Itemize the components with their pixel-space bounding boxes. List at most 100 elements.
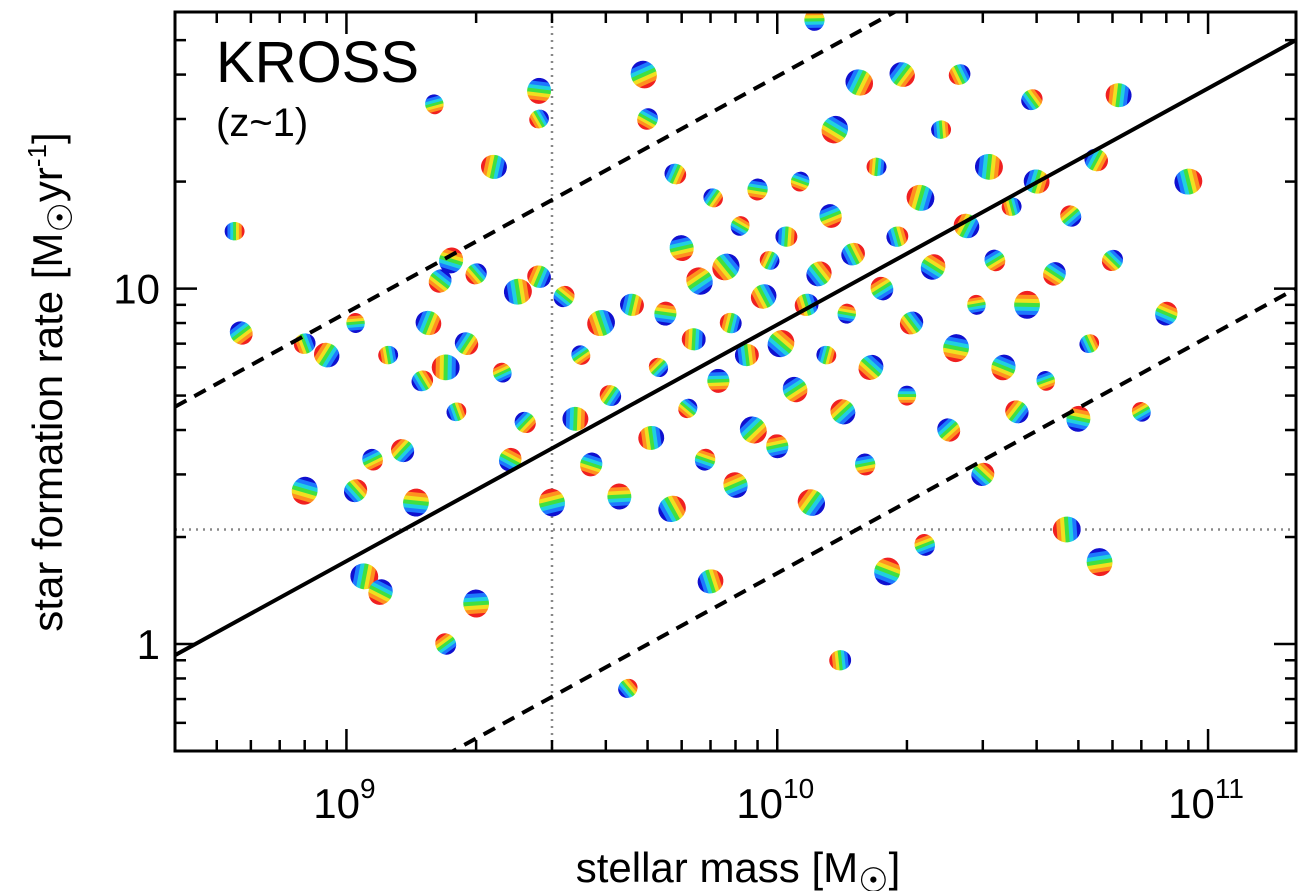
data-point: [980, 245, 1010, 276]
x-tick-label: 109: [313, 773, 375, 827]
x-tick-label: 1010: [736, 773, 814, 827]
data-point: [691, 446, 719, 474]
data-point: [339, 474, 372, 507]
data-point: [1055, 201, 1086, 231]
data-point: [681, 262, 719, 300]
data-point: [756, 247, 783, 273]
y-tick-label: 1: [137, 621, 160, 668]
data-point: [667, 232, 697, 264]
data-point: [510, 407, 541, 438]
data-point: [422, 92, 446, 117]
data-point: [525, 106, 553, 132]
upper-bound-line: [175, 12, 899, 409]
data-point: [606, 482, 632, 511]
chart-subtitle: (z~1): [216, 101, 308, 145]
data-point: [1097, 245, 1128, 276]
reference-lines: [175, 12, 1296, 751]
data-point: [835, 302, 858, 326]
data-point: [903, 181, 938, 215]
data-point: [443, 399, 469, 424]
data-point: [865, 156, 888, 177]
x-axis-label: stellar mass [M☉]: [576, 844, 901, 891]
axis-ticks: [173, 10, 1296, 753]
data-point: [1128, 398, 1155, 426]
data-point: [916, 249, 951, 285]
lower-bound-line: [449, 286, 1296, 751]
data-point: [870, 553, 905, 590]
data-point: [965, 293, 988, 317]
data-point: [401, 487, 431, 518]
data-point: [1051, 515, 1082, 544]
data-point: [966, 458, 1000, 491]
data-point: [411, 307, 445, 339]
data-point: [1076, 331, 1103, 357]
data-point: [681, 327, 707, 351]
data-point: [345, 312, 366, 334]
x-tick-labels: 109 1010 1011: [313, 773, 1244, 827]
data-point: [431, 354, 460, 381]
data-point: [1063, 403, 1093, 435]
data-point: [792, 483, 831, 522]
data-point: [801, 256, 837, 292]
data-point: [788, 169, 813, 195]
data-point: [431, 629, 461, 659]
data-point: [1084, 546, 1115, 578]
fit-lines: [175, 12, 1296, 751]
data-point: [825, 394, 861, 430]
data-point: [577, 449, 606, 480]
data-point: [478, 152, 510, 182]
y-axis-label: star formation rate [M☉yr-1]: [22, 132, 80, 631]
data-points: [224, 12, 1206, 702]
data-point: [837, 238, 869, 270]
data-point: [973, 152, 1005, 182]
data-point: [717, 310, 744, 336]
data-point: [567, 341, 595, 369]
data-point: [719, 468, 752, 502]
data-point: [525, 76, 553, 106]
y-tick-label: 10: [113, 266, 160, 313]
data-point: [884, 57, 920, 92]
data-point: [614, 674, 642, 702]
data-point: [897, 385, 917, 406]
data-point: [462, 588, 490, 619]
data-point: [911, 531, 939, 559]
data-point: [288, 473, 321, 508]
data-point: [815, 200, 846, 232]
data-point: [774, 225, 799, 248]
data-point: [932, 413, 965, 447]
data-point: [866, 272, 898, 305]
data-point: [633, 104, 662, 134]
data-point: [883, 223, 911, 250]
data-point: [644, 353, 673, 382]
data-point: [1017, 85, 1047, 115]
main-sequence-line: [175, 38, 1296, 657]
data-point: [853, 349, 889, 386]
data-point: [652, 300, 678, 328]
data-point: [358, 445, 387, 475]
data-point: [386, 434, 419, 467]
data-point: [727, 212, 754, 240]
data-point: [987, 350, 1020, 384]
data-point: [536, 485, 568, 520]
data-point: [853, 451, 878, 478]
data-point: [224, 222, 245, 241]
data-point: [595, 381, 626, 411]
data-point: [461, 259, 492, 289]
data-point: [699, 184, 727, 212]
data-point: [945, 60, 974, 89]
data-point: [1038, 257, 1071, 290]
data-point: [450, 327, 483, 360]
data-point: [376, 344, 400, 366]
data-point: [626, 56, 662, 93]
data-point: [930, 119, 952, 140]
data-point: [1033, 368, 1058, 394]
data-point: [940, 331, 972, 365]
data-point: [636, 424, 666, 452]
x-tick-label: 1011: [1168, 773, 1244, 827]
data-point: [706, 368, 730, 394]
data-point: [583, 306, 619, 340]
data-point: [1151, 298, 1182, 330]
data-point: [816, 111, 854, 149]
data-point: [549, 281, 579, 312]
